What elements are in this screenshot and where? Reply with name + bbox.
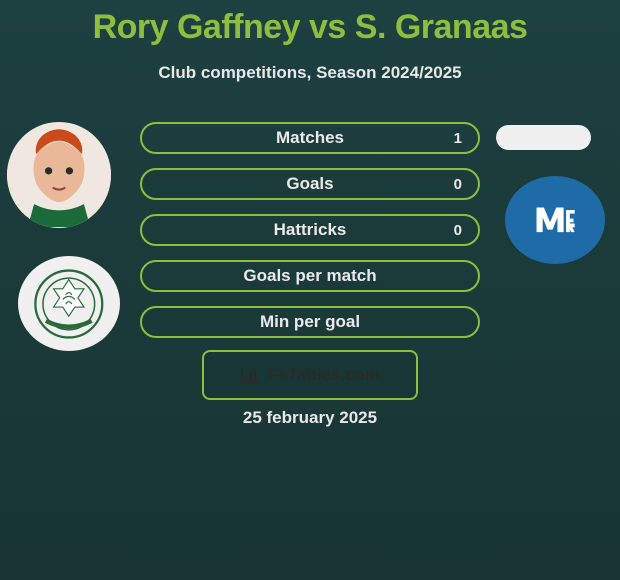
stat-row-hattricks: Hattricks 0 — [140, 214, 480, 246]
stats-list: Matches 1 Goals 0 Hattricks 0 Goals per … — [140, 122, 480, 352]
stat-row-matches: Matches 1 — [140, 122, 480, 154]
stat-right-value: 0 — [454, 176, 462, 193]
stat-label: Hattricks — [274, 220, 347, 240]
date-label: 25 february 2025 — [0, 408, 620, 428]
player-left-photo — [7, 122, 111, 228]
page-title: Rory Gaffney vs S. Granaas — [0, 0, 620, 47]
player-left-club-badge — [18, 256, 120, 351]
stat-label: Goals — [286, 174, 333, 194]
stat-label: Min per goal — [260, 312, 360, 332]
bar-chart-icon — [240, 366, 262, 384]
stat-row-min-per-goal: Min per goal — [140, 306, 480, 338]
stat-label: Goals per match — [243, 266, 376, 286]
stat-right-value: 0 — [454, 222, 462, 239]
player-right-club-badge — [505, 176, 605, 264]
stat-label: Matches — [276, 128, 344, 148]
branding-badge[interactable]: FcTables.com — [202, 350, 418, 400]
club-badge-icon — [28, 266, 110, 342]
club-badge-icon — [520, 189, 590, 251]
stat-row-goals: Goals 0 — [140, 168, 480, 200]
player-headshot-icon — [7, 122, 111, 228]
stat-row-goals-per-match: Goals per match — [140, 260, 480, 292]
page-subtitle: Club competitions, Season 2024/2025 — [0, 63, 620, 83]
stat-right-value: 1 — [454, 130, 462, 147]
branding-label: FcTables.com — [268, 365, 380, 385]
player-right-photo — [496, 125, 591, 150]
